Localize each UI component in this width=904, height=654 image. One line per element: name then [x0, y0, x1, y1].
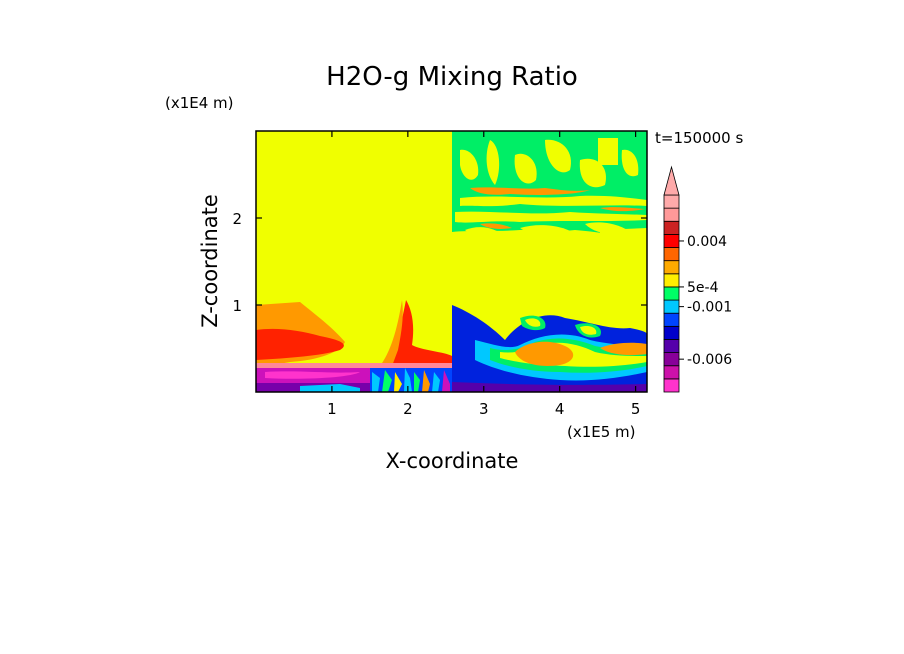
region-red-left-plume [256, 328, 344, 360]
x-axis-label: X-coordinate [386, 449, 519, 473]
colorbar-swatch [663, 273, 680, 288]
colorbar-swatch [663, 312, 680, 327]
colorbar-swatch [663, 194, 680, 209]
region-orange-streaks-upper-right [470, 187, 645, 229]
colorbar-label: -0.001 [687, 300, 732, 316]
colorbar-swatch [663, 260, 680, 275]
region-orange-right-blob-2 [600, 342, 647, 356]
y-tick-label: 2 [232, 210, 242, 228]
x-tick-label: 5 [631, 400, 641, 418]
y-axis-ticks: 12 [232, 210, 647, 315]
region-orange-right-blob [515, 341, 574, 366]
colorbar-swatch [663, 299, 680, 314]
colorbar-swatch [663, 339, 680, 354]
x-tick-label: 1 [327, 400, 337, 418]
colorbar-extend-arrow [663, 165, 680, 196]
region-orange-center-plume [380, 300, 403, 366]
colorbar-swatch [663, 286, 680, 301]
colorbar-swatch [663, 352, 680, 367]
colorbar-label: -0.006 [687, 352, 732, 368]
x-tick-label: 3 [479, 400, 489, 418]
chart-title: H2O-g Mixing Ratio [326, 62, 578, 92]
colorbar: -0.006 -0.001 5e-4 0.004 [663, 165, 732, 393]
colorbar-swatch [663, 247, 680, 262]
x-tick-label: 4 [555, 400, 565, 418]
region-pink-magenta-band [265, 371, 360, 379]
heatmap-field [256, 131, 647, 392]
region-yellow-streaks-upper-right [455, 138, 647, 262]
colorbar-swatch [663, 220, 680, 235]
x-tick-label: 2 [403, 400, 413, 418]
colorbar-swatch [663, 325, 680, 340]
x-axis-ticks: 1 2 3 4 5 [327, 131, 640, 418]
time-label: t=150000 s [655, 129, 743, 147]
region-yellow-swirl [525, 318, 541, 327]
colorbar-label: 5e-4 [687, 280, 719, 296]
plot-frame [255, 130, 648, 393]
colorbar-label: 0.004 [687, 234, 727, 250]
region-purple-bottom-right [452, 382, 647, 392]
y-axis-label: Z-coordinate [198, 194, 222, 328]
region-yellow-swirl-2 [580, 325, 597, 335]
y-tick-label: 1 [232, 297, 242, 315]
colorbar-swatch [663, 378, 680, 393]
colorbar-swatch [663, 207, 680, 222]
colorbar-swatch [663, 365, 680, 380]
x-unit-label: (x1E5 m) [567, 423, 636, 441]
y-unit-label: (x1E4 m) [165, 94, 234, 112]
region-turbulent-surface [300, 368, 452, 392]
region-pink-surface-layer [256, 363, 452, 371]
colorbar-swatch [663, 233, 680, 248]
